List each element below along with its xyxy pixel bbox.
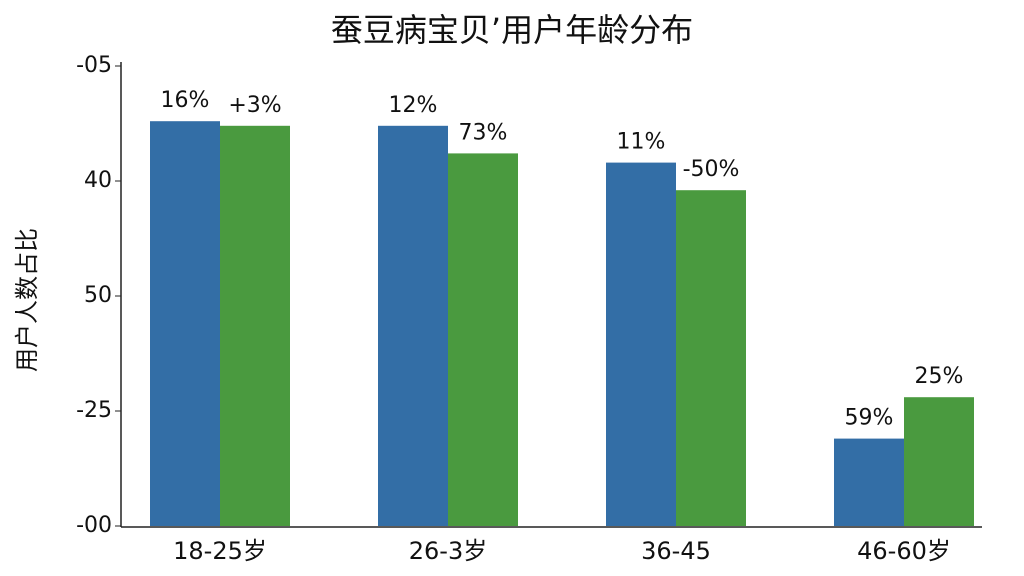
bar-label: 25% bbox=[915, 364, 964, 389]
y-tick-label: -05 bbox=[76, 53, 112, 78]
y-axis-title: 用户人数占比 bbox=[13, 228, 41, 372]
bar bbox=[834, 438, 904, 526]
x-tick-label: 46-60岁 bbox=[857, 537, 951, 565]
bar-label: 12% bbox=[389, 93, 438, 118]
x-tick-label: 26-3岁 bbox=[409, 537, 487, 565]
bar bbox=[606, 162, 676, 526]
bar bbox=[378, 125, 448, 527]
y-tick-label: -00 bbox=[76, 513, 112, 538]
bar-label: 11% bbox=[617, 130, 666, 155]
x-tick-label: 36-45 bbox=[641, 537, 711, 565]
bar bbox=[448, 153, 518, 526]
bar-label: 73% bbox=[459, 120, 508, 145]
y-tick-label: -25 bbox=[76, 398, 112, 423]
chart-title: 蚕豆病宝贝’用户年龄分布 bbox=[331, 11, 693, 49]
bar-label: +3% bbox=[228, 93, 281, 118]
bar-label: 16% bbox=[161, 88, 210, 113]
bar-label: 59% bbox=[845, 406, 894, 431]
y-tick-label: 40 bbox=[84, 168, 112, 193]
bar bbox=[676, 190, 746, 526]
bar bbox=[150, 121, 220, 526]
bar-label: -50% bbox=[683, 157, 740, 182]
bar bbox=[220, 125, 290, 527]
y-tick-label: 50 bbox=[84, 283, 112, 308]
x-tick-label: 18-25岁 bbox=[173, 537, 267, 565]
bar bbox=[904, 397, 974, 526]
